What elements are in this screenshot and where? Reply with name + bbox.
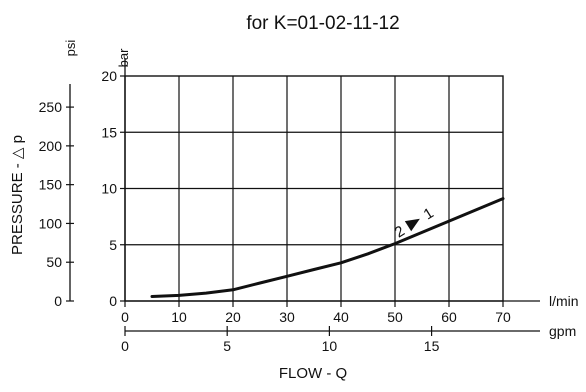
x-tick-label-lmin: 0 bbox=[121, 309, 129, 325]
x-tick-label-lmin: 20 bbox=[225, 309, 241, 325]
y-tick-label-bar: 20 bbox=[101, 68, 117, 84]
y-tick-label-bar: 10 bbox=[101, 181, 117, 197]
y-tick-label-psi: 150 bbox=[39, 177, 63, 193]
curve-layer: 21 bbox=[150, 197, 505, 298]
y-tick-label-bar: 5 bbox=[109, 237, 117, 253]
y-unit-psi: psi bbox=[63, 40, 78, 57]
y-tick-label-psi: 250 bbox=[39, 99, 63, 115]
flow-curve-2-to-1 bbox=[150, 197, 505, 298]
y-tick-label-psi: 50 bbox=[46, 254, 62, 270]
x-tick-label-gpm: 10 bbox=[322, 338, 338, 354]
y-tick-label-psi: 0 bbox=[54, 293, 62, 309]
x-tick-label-gpm: 15 bbox=[424, 338, 440, 354]
y-unit-bar: bar bbox=[116, 48, 131, 67]
x-tick-label-gpm: 5 bbox=[223, 338, 231, 354]
axes bbox=[66, 59, 540, 336]
x-tick-label-lmin: 70 bbox=[495, 309, 511, 325]
x-tick-label-lmin: 60 bbox=[441, 309, 457, 325]
x-tick-label-gpm: 0 bbox=[121, 338, 129, 354]
x-tick-label-lmin: 30 bbox=[279, 309, 295, 325]
x-unit-gpm: gpm bbox=[549, 323, 576, 339]
x-tick-label-lmin: 40 bbox=[333, 309, 349, 325]
y-tick-label-bar: 15 bbox=[101, 124, 117, 140]
x-unit-lmin: l/min bbox=[549, 293, 579, 309]
y-tick-label-bar: 0 bbox=[109, 293, 117, 309]
y-axis-label: PRESSURE - △ p bbox=[9, 135, 26, 255]
grid bbox=[124, 75, 504, 302]
flow-arrow-icon bbox=[404, 218, 420, 232]
annotation-to-label: 1 bbox=[421, 205, 437, 224]
y-tick-label-psi: 200 bbox=[39, 138, 63, 154]
x-tick-label-lmin: 50 bbox=[387, 309, 403, 325]
x-axis-label: FLOW - Q bbox=[279, 365, 347, 382]
chart-title: for K=01-02-11-12 bbox=[246, 13, 399, 34]
x-tick-label-lmin: 10 bbox=[171, 309, 187, 325]
y-tick-label-psi: 100 bbox=[39, 215, 63, 231]
